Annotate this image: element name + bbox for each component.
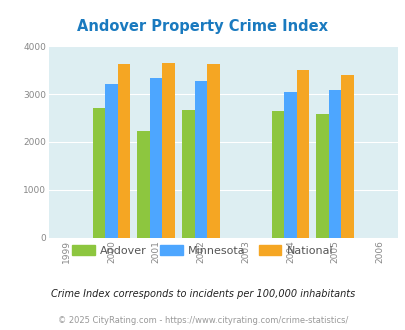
Bar xyxy=(194,81,207,238)
Bar xyxy=(92,108,105,238)
Bar xyxy=(207,64,219,238)
Bar xyxy=(341,75,353,238)
Bar xyxy=(162,63,175,238)
Bar xyxy=(137,131,149,238)
Text: © 2025 CityRating.com - https://www.cityrating.com/crime-statistics/: © 2025 CityRating.com - https://www.city… xyxy=(58,315,347,325)
Bar xyxy=(284,92,296,238)
Text: Andover Property Crime Index: Andover Property Crime Index xyxy=(77,19,328,34)
Legend: Andover, Minnesota, National: Andover, Minnesota, National xyxy=(68,241,337,260)
Bar xyxy=(328,90,341,238)
Bar xyxy=(271,111,283,238)
Text: Crime Index corresponds to incidents per 100,000 inhabitants: Crime Index corresponds to incidents per… xyxy=(51,289,354,299)
Bar xyxy=(105,84,117,238)
Bar xyxy=(296,70,309,238)
Bar xyxy=(315,114,328,238)
Bar xyxy=(149,78,162,238)
Bar xyxy=(182,110,194,238)
Bar xyxy=(117,64,130,238)
